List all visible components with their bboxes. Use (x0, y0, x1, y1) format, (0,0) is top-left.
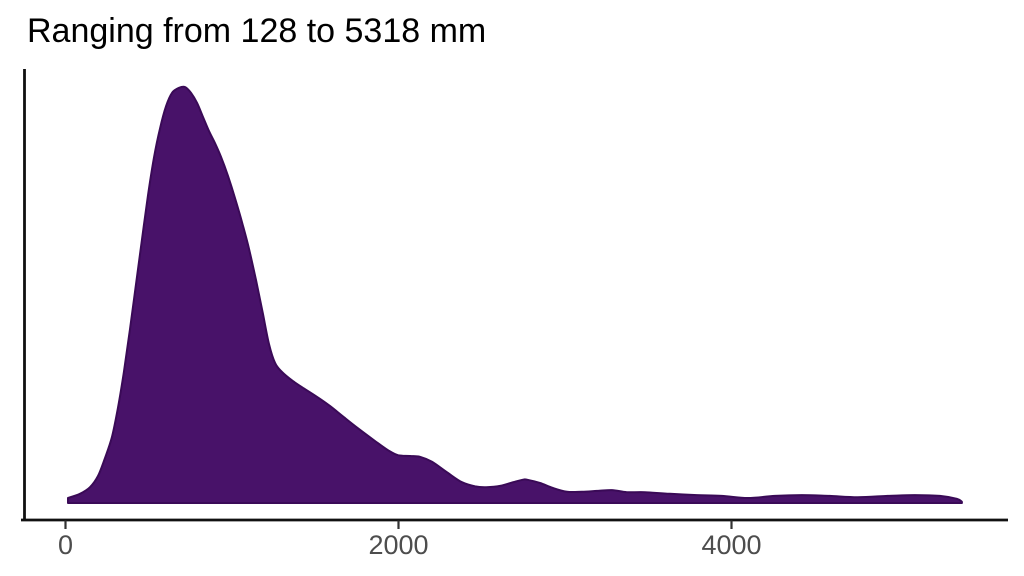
x-tick-label: 4000 (701, 530, 761, 560)
x-axis-ticks (64, 520, 733, 529)
density-area (67, 85, 963, 504)
x-tick-label: 0 (58, 530, 73, 560)
x-tick-label: 2000 (368, 530, 428, 560)
chart-title: Ranging from 128 to 5318 mm (27, 12, 487, 50)
x-axis-tick-labels: 0 2000 4000 (58, 530, 762, 560)
